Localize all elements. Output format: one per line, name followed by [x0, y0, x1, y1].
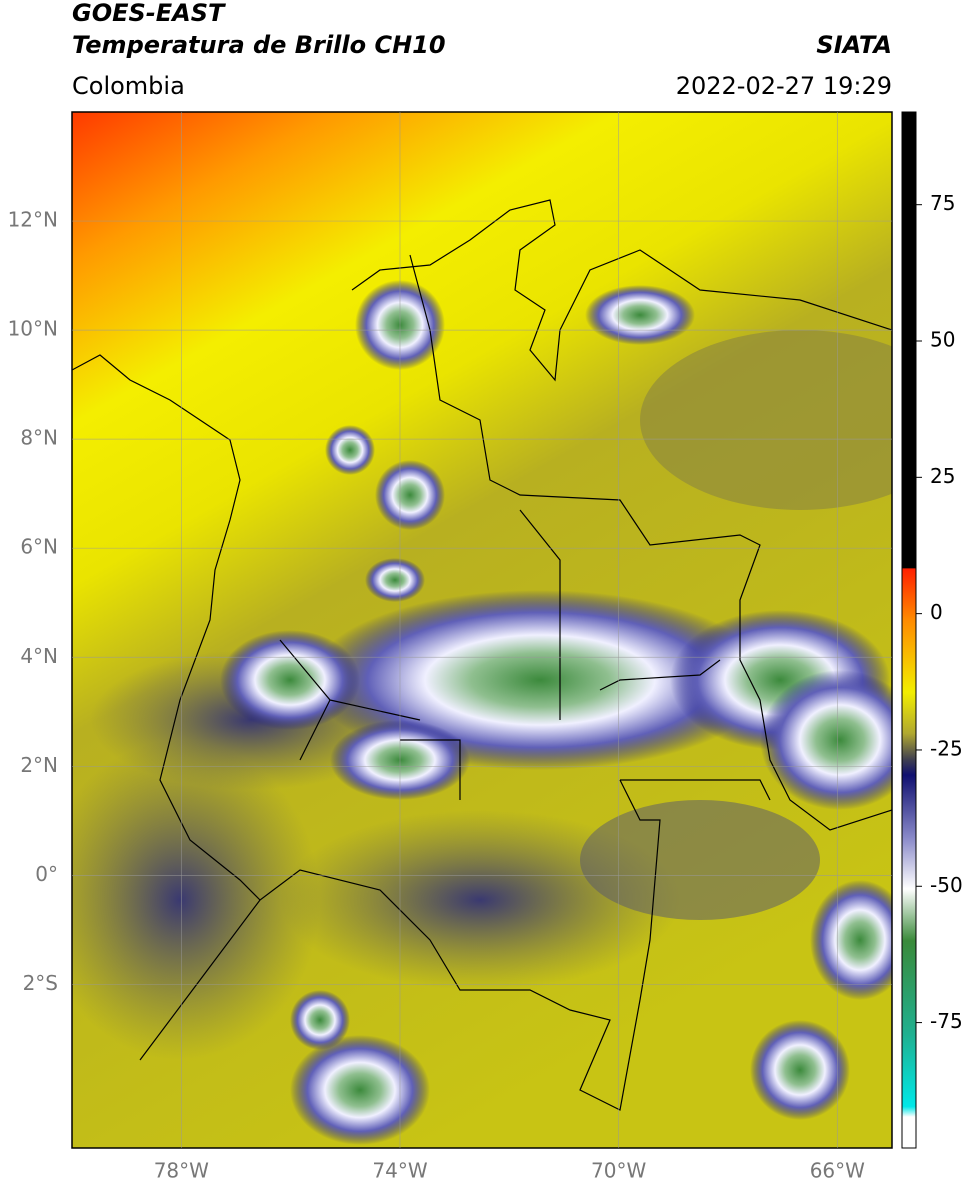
map-frame [71, 111, 893, 1149]
y-tick-label: 6°N [20, 535, 58, 559]
colorbar-tick-label: -75 [930, 1009, 963, 1033]
colorbar-tick-label: 0 [930, 600, 943, 624]
y-tick-label: 12°N [8, 208, 58, 232]
y-tick-label: 8°N [20, 426, 58, 450]
y-tick-label: 2°S [23, 971, 58, 995]
y-tick-label: 4°N [20, 644, 58, 668]
datetime: 2022-02-27 19:29 [676, 72, 892, 100]
y-tick-label: 2°N [20, 753, 58, 777]
x-tick-label: 74°W [372, 1159, 427, 1183]
colorbar [901, 111, 917, 1149]
colorbar-tick-label: -50 [930, 873, 963, 897]
source: SIATA [816, 31, 892, 59]
colorbar-tick-label: 25 [930, 464, 955, 488]
x-tick-label: 70°W [591, 1159, 646, 1183]
x-tick-label: 66°W [810, 1159, 865, 1183]
satellite-image [72, 112, 892, 1148]
colorbar-tick-label: -25 [930, 736, 963, 760]
y-tick-label: 10°N [8, 317, 58, 341]
colorbar-tick-label: 50 [930, 328, 955, 352]
region: Colombia [72, 72, 185, 100]
subtitle: Temperatura de Brillo CH10 [72, 31, 446, 59]
title: GOES-EAST [72, 0, 226, 27]
y-tick-label: 0° [35, 862, 58, 886]
colorbar-tick-label: 75 [930, 191, 955, 215]
x-tick-label: 78°W [154, 1159, 209, 1183]
axes: 12°N 10°N 8°N 6°N 4°N 2°N 0° 2°S 78°W 74°W 70°W 66°… [8, 112, 963, 1183]
